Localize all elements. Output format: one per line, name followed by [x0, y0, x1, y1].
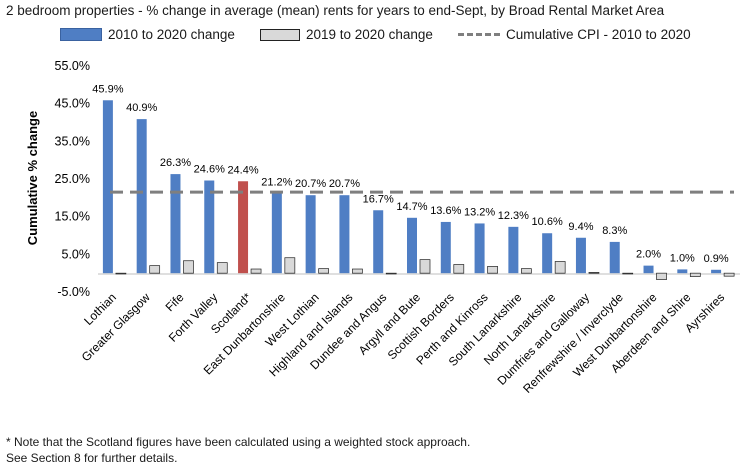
y-tick-label: 5.0% — [62, 247, 91, 261]
bar-2019-2020 — [689, 272, 701, 277]
data-label: 20.7% — [329, 178, 360, 190]
bar-2019-2020 — [487, 266, 498, 274]
legend-swatch-grey — [260, 28, 300, 41]
footnote-line-2: See Section 8 for further details. — [6, 451, 178, 465]
data-label: 12.3% — [498, 210, 529, 222]
bar-2019-2020 — [723, 272, 735, 277]
y-tick-label: -5.0% — [57, 285, 90, 299]
bar-2010-2020 — [643, 265, 654, 274]
data-label: 16.7% — [363, 193, 394, 205]
data-label: 10.6% — [532, 216, 563, 228]
bar-2010-2020 — [508, 226, 519, 274]
bar-2019-2020 — [385, 272, 397, 275]
data-label: 14.7% — [396, 201, 427, 213]
bar-2019-2020 — [588, 272, 600, 274]
bar-2010-2020 — [542, 233, 553, 274]
data-label: 45.9% — [92, 83, 123, 95]
bar-2010-2020 — [407, 217, 417, 274]
chart-title: 2 bedroom properties - % change in avera… — [6, 3, 665, 18]
data-label: 9.4% — [568, 221, 593, 233]
legend-label-2010-2020: 2010 to 2020 change — [108, 27, 235, 42]
bar-2010-2020 — [170, 174, 181, 274]
bar-2010-2020 — [440, 221, 451, 274]
bar-2019-2020 — [622, 272, 634, 275]
legend-swatch-blue — [60, 28, 102, 41]
y-tick-label: 25.0% — [55, 172, 90, 186]
bar-2019-2020 — [115, 272, 127, 275]
data-label: 13.6% — [430, 205, 461, 217]
data-label: 24.4% — [227, 164, 258, 176]
footnote-line-1: * Note that the Scotland figures have be… — [6, 435, 471, 449]
bar-2010-2020 — [238, 181, 249, 274]
bar-2019-2020 — [183, 260, 194, 274]
data-label: 26.3% — [160, 157, 191, 169]
bar-2019-2020 — [250, 268, 262, 274]
data-label: 1.0% — [670, 252, 695, 264]
bar-2010-2020 — [102, 100, 113, 274]
bar-2010-2020 — [609, 241, 620, 274]
data-label: 21.2% — [261, 176, 292, 188]
bar-2010-2020 — [711, 269, 722, 274]
bar-2019-2020 — [216, 262, 228, 274]
bar-2019-2020 — [284, 257, 296, 274]
y-tick-label: 35.0% — [55, 134, 90, 148]
legend: 2010 to 2020 change 2019 to 2020 change … — [0, 27, 749, 47]
bar-2019-2020 — [656, 272, 667, 280]
y-tick-label: 55.0% — [55, 59, 90, 73]
data-label: 24.6% — [194, 164, 225, 176]
bar-2019-2020 — [149, 265, 161, 274]
legend-swatch-dash — [458, 33, 500, 36]
data-label: 13.2% — [464, 206, 495, 218]
bar-2010-2020 — [136, 119, 147, 274]
data-label: 0.9% — [704, 253, 729, 265]
legend-item-2019-2020: 2019 to 2020 change — [260, 27, 433, 42]
y-tick-label: 15.0% — [55, 210, 90, 224]
y-axis-label: Cumulative % change — [25, 111, 40, 245]
y-tick-label: 45.0% — [55, 97, 90, 111]
bar-2010-2020 — [474, 223, 485, 274]
data-label: 20.7% — [295, 178, 326, 190]
bar-2010-2020 — [575, 237, 586, 274]
bar-2019-2020 — [521, 268, 532, 274]
bar-2010-2020 — [305, 195, 316, 274]
data-label: 40.9% — [126, 102, 157, 114]
bar-2019-2020 — [554, 261, 566, 274]
bar-2010-2020 — [373, 210, 384, 274]
bar-2010-2020 — [677, 269, 688, 274]
bar-2010-2020 — [271, 193, 282, 274]
legend-label-2019-2020: 2019 to 2020 change — [306, 27, 433, 42]
legend-label-cpi: Cumulative CPI - 2010 to 2020 — [506, 27, 691, 42]
footnote: * Note that the Scotland figures have be… — [6, 434, 470, 466]
bar-2019-2020 — [352, 268, 363, 274]
data-label: 8.3% — [602, 225, 627, 237]
legend-item-2010-2020: 2010 to 2020 change — [60, 27, 235, 42]
x-tick-label: Fife — [163, 290, 187, 314]
bar-2019-2020 — [453, 264, 465, 274]
data-label: 2.0% — [636, 249, 661, 261]
bar-2019-2020 — [318, 268, 329, 274]
bar-2010-2020 — [339, 195, 350, 274]
bar-2019-2020 — [419, 259, 431, 274]
legend-item-cpi: Cumulative CPI - 2010 to 2020 — [458, 27, 691, 42]
bar-2010-2020 — [204, 180, 215, 274]
